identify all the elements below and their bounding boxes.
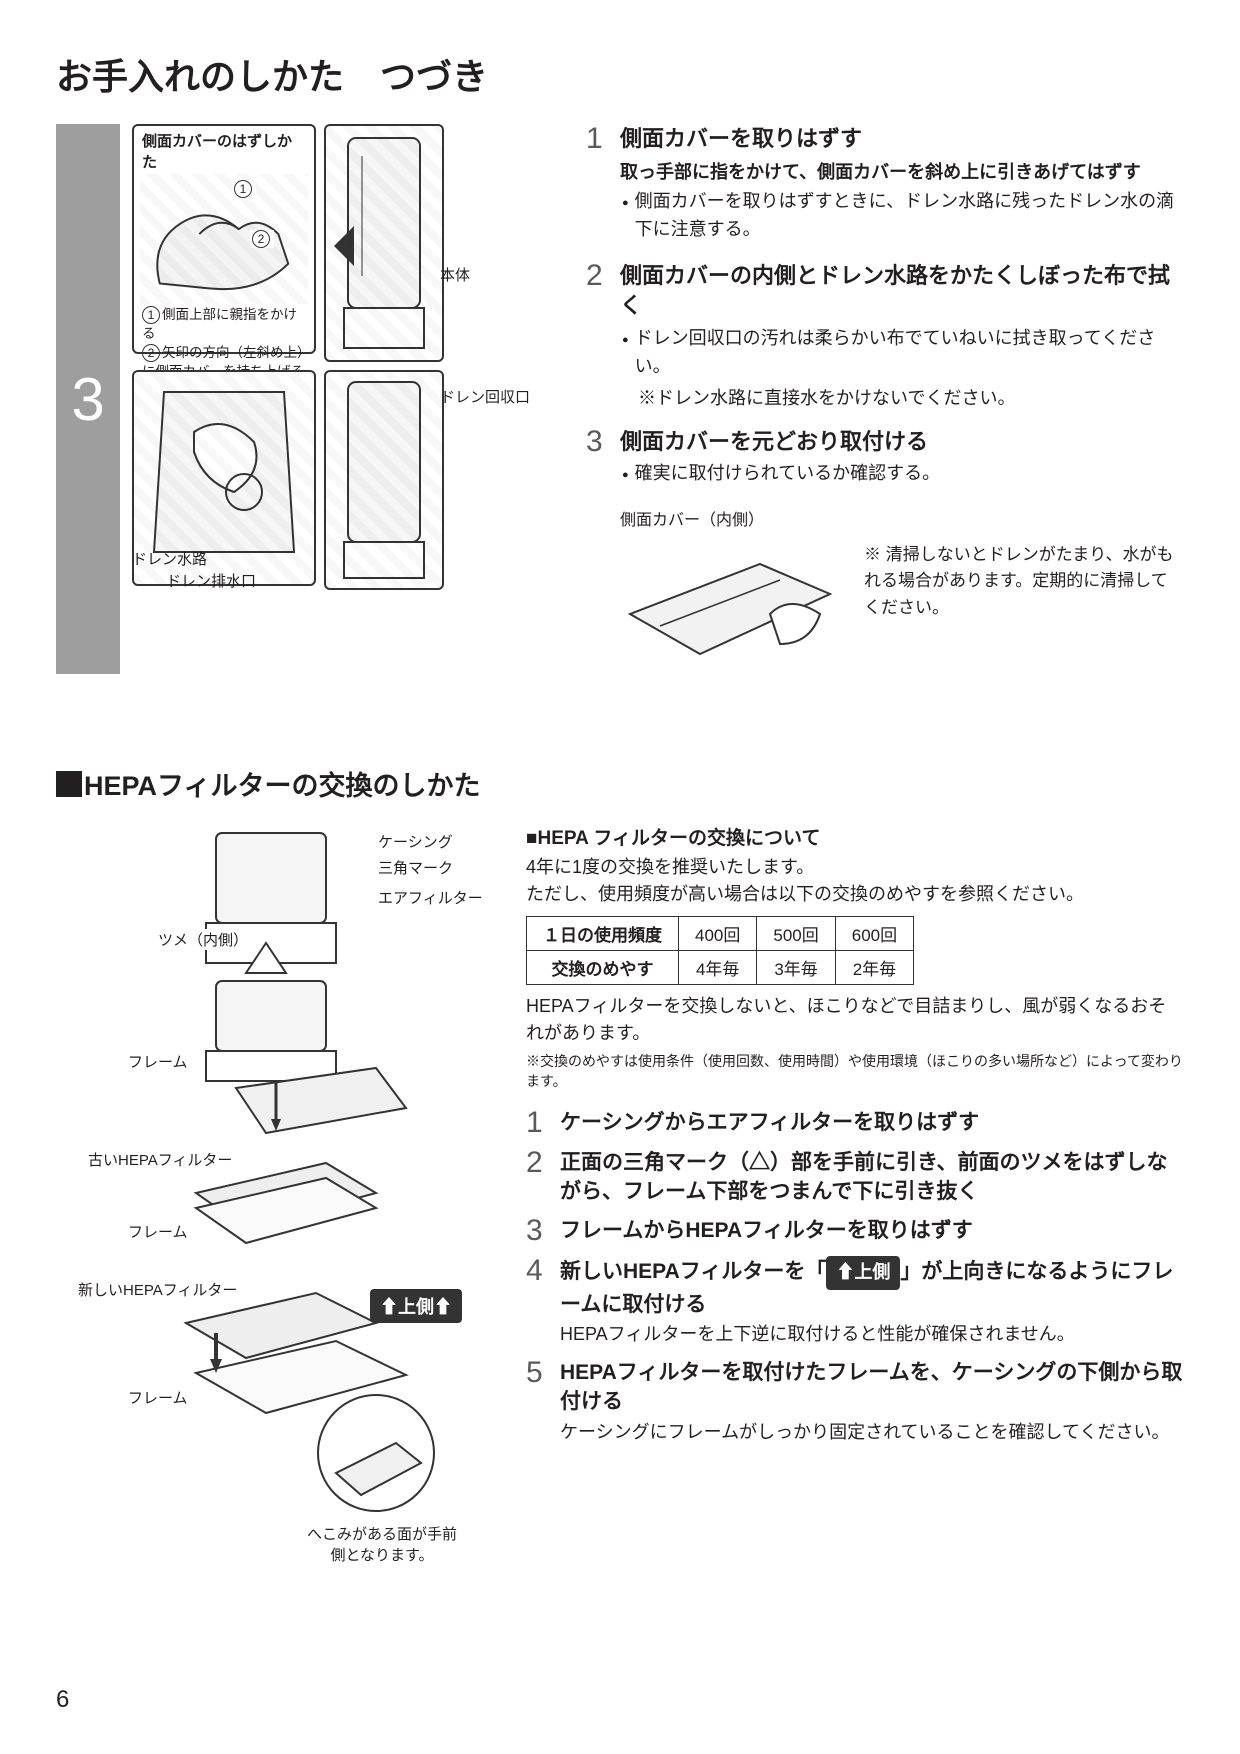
label-dent-note: へこみがある面が手前側となります。: [302, 1523, 462, 1565]
hepa-fine: ※交換のめやすは使用条件（使用回数、使用時間）や使用環境（ほこりの多い場所など）…: [526, 1051, 1184, 1092]
table-row: １日の使用頻度 400回 500回 600回: [527, 917, 914, 951]
inner-cover-label: 側面カバー（内側）: [620, 506, 840, 530]
page-title: お手入れのしかた つづき: [56, 48, 1184, 100]
label-drain-outlet: ドレン排水口: [166, 570, 256, 591]
square-icon: [56, 771, 82, 797]
hepa-step-5: 5 HEPAフィルターを取付けたフレームを、ケーシングの下側から取付ける ケーシ…: [526, 1358, 1184, 1446]
hepa-step-2: 2 正面の三角マーク（△）部を手前に引き、前面のツメをはずしながら、フレーム下部…: [526, 1148, 1184, 1207]
freq-row1-label: １日の使用頻度: [527, 917, 679, 951]
step3-2-bullet: ドレン回収口の汚れは柔らかい布でていねいに拭き取ってください。: [620, 325, 1184, 381]
hepa-step-4: 4 新しいHEPAフィルターを「⬆上側」が上向きになるようにフレームに取付ける …: [526, 1256, 1184, 1348]
diagram1-title: 側面カバーのはずしかた: [134, 126, 314, 172]
label-tab-inside: ツメ（内側）: [156, 929, 250, 950]
dent-magnifier-illustration: [306, 1383, 446, 1523]
label-airfilter: エアフィルター: [376, 887, 485, 908]
step3-2: 2 側面カバーの内側とドレン水路をかたくしぼった布で拭く ドレン回収口の汚れは柔…: [586, 261, 1184, 412]
step3-diagrams: 側面カバーのはずしかた 1 2 1側面上部に親指をかける 2矢印の方向（左斜め上…: [120, 124, 550, 674]
hepa-about-1: 4年に1度の交換を推奨いたします。: [526, 854, 1184, 881]
step3-2-note: ※ドレン水路に直接水をかけないでください。: [620, 385, 1184, 413]
label-casing: ケーシング: [376, 831, 455, 852]
hepa-section: ケーシング 三角マーク エアフィルター ツメ（内側） フレーム 古いHEPAフィ…: [56, 823, 1184, 1543]
marker-1: 1: [234, 180, 252, 198]
page-number: 6: [56, 1686, 69, 1714]
step3-1-head: 側面カバーを取りはずす: [620, 124, 1184, 154]
table-row: 交換のめやす 4年毎 3年毎 2年毎: [527, 951, 914, 985]
hepa-step-3: 3 フレームからHEPAフィルターを取りはずす: [526, 1216, 1184, 1246]
label-new-filter: 新しいHEPAフィルター: [76, 1279, 239, 1300]
clean-warning: ※ 清掃しないとドレンがたまり、水がもれる場合があります。定期的に清掃してくださ…: [864, 506, 1184, 674]
hepa-warn: HEPAフィルターを交換しないと、ほこりなどで目詰まりし、風が弱くなるおそれがあ…: [526, 993, 1184, 1047]
section-step3: 3 側面カバーのはずしかた 1 2 1側面上部に親指をかける 2矢印の方向（左斜…: [56, 124, 1184, 674]
step3-2-head: 側面カバーの内側とドレン水路をかたくしぼった布で拭く: [620, 261, 1184, 320]
step3-3-bullet: 確実に取付けられているか確認する。: [620, 460, 1184, 488]
label-drain-inlet: ドレン回収口: [440, 386, 530, 407]
upside-badge-text: ⬆上側: [826, 1256, 900, 1289]
label-frame-2: フレーム: [126, 1221, 190, 1242]
step3-1-bullet: 側面カバーを取りはずすときに、ドレン水路に残ったドレン水の滴下に注意する。: [620, 188, 1184, 244]
label-triangle: 三角マーク: [376, 857, 455, 878]
diagram-unit-bottom: [324, 370, 444, 590]
step-number-block: 3: [56, 124, 120, 674]
step3-1-sub: 取っ手部に指をかけて、側面カバーを斜め上に引きあげてはずす: [620, 158, 1184, 184]
hepa-text: ■HEPA フィルターの交換について 4年に1度の交換を推奨いたします。 ただし…: [516, 823, 1184, 1543]
label-frame-1: フレーム: [126, 1051, 190, 1072]
diagram-remove-cover: 側面カバーのはずしかた 1 2 1側面上部に親指をかける 2矢印の方向（左斜め上…: [132, 124, 316, 354]
diagram1-note1: 1側面上部に親指をかける: [134, 306, 314, 344]
step3-1: 1 側面カバーを取りはずす 取っ手部に指をかけて、側面カバーを斜め上に引きあげて…: [586, 124, 1184, 247]
hepa-about-2: ただし、使用頻度が高い場合は以下の交換のめやすを参照ください。: [526, 881, 1184, 908]
casing-illustration: [176, 823, 386, 983]
hepa-section-header: HEPAフィルターの交換のしかた: [56, 764, 1184, 803]
label-old-filter: 古いHEPAフィルター: [86, 1149, 234, 1170]
upside-badge-diagram: ⬆上側⬆: [370, 1289, 462, 1323]
hepa-about-header: ■HEPA フィルターの交換について: [526, 823, 1184, 850]
inner-cover-block: 側面カバー（内側） ※ 清掃しないとドレンがたまり、水がもれる場合があります。定…: [620, 506, 1184, 674]
step-number: 3: [71, 365, 104, 434]
label-frame-3: フレーム: [126, 1387, 190, 1408]
freq-row2-label: 交換のめやす: [527, 951, 679, 985]
step3-text: 1 側面カバーを取りはずす 取っ手部に指をかけて、側面カバーを斜め上に引きあげて…: [550, 124, 1184, 674]
frequency-table: １日の使用頻度 400回 500回 600回 交換のめやす 4年毎 3年毎 2年…: [526, 916, 914, 985]
label-hontai: 本体: [440, 264, 470, 285]
inner-cover-illustration: [620, 534, 840, 674]
step3-3-head: 側面カバーを元どおり取付ける: [620, 427, 1184, 457]
diagram-unit-top: [324, 124, 444, 362]
step3-3: 3 側面カバーを元どおり取付ける 確実に取付けられているか確認する。: [586, 427, 1184, 493]
label-drain-path: ドレン水路: [132, 548, 207, 569]
hepa-step-1: 1 ケーシングからエアフィルターを取りはずす: [526, 1108, 1184, 1138]
frame-pull-illustration: [176, 973, 436, 1143]
marker-2: 2: [252, 230, 270, 248]
hepa-diagrams: ケーシング 三角マーク エアフィルター ツメ（内側） フレーム 古いHEPAフィ…: [56, 823, 516, 1543]
